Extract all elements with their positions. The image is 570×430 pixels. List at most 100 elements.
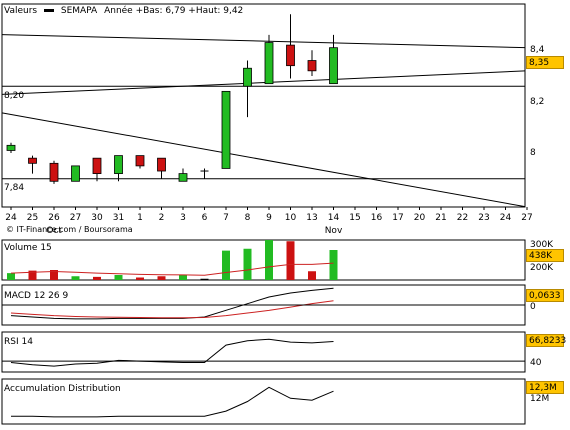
volume-bar: [265, 240, 273, 280]
x-tick-label: 9: [266, 213, 272, 223]
trend-line: [1, 34, 526, 49]
stock-name: SEMAPA: [60, 6, 98, 16]
volume-bar: [93, 276, 101, 280]
ad-ytick: 12M: [530, 394, 550, 404]
x-tick-label: 22: [457, 213, 468, 223]
price-ytick: 8,4: [530, 45, 545, 55]
candle-body: [49, 162, 59, 182]
x-tick-label: 16: [371, 213, 383, 223]
volume-bar: [157, 276, 166, 280]
candle: [157, 157, 166, 179]
x-tick-label: 14: [328, 213, 340, 223]
candle: [6, 142, 16, 154]
volume-moving-average: [10, 262, 334, 276]
volume-bar: [243, 248, 252, 280]
x-tick-label: 1: [137, 213, 143, 223]
volume-bar: [136, 277, 144, 280]
trend-line: [1, 70, 526, 95]
left-label-upper: 8,20: [4, 91, 25, 101]
volume-bar: [308, 271, 316, 280]
volume-panel-frame: [1, 239, 526, 281]
volume-bar: [222, 250, 230, 280]
macd-panel-title: MACD 12 26 9: [4, 291, 69, 301]
x-tick-label: 25: [27, 213, 38, 223]
x-tick-label: 2: [159, 213, 165, 223]
volume-bar: [50, 270, 58, 280]
x-tick-label: 8: [245, 213, 251, 223]
legend-swatch: [43, 9, 54, 12]
ad-panel-frame: [1, 378, 526, 425]
candle: [329, 34, 338, 85]
rsi-value-badge: 66,8233: [526, 334, 566, 347]
candle: [178, 168, 188, 182]
x-tick-label: 21: [435, 213, 446, 223]
ad-panel-title: Accumulation Distribution: [4, 384, 121, 394]
price-panel-frame: [1, 3, 526, 208]
price-ytick: 8,2: [530, 97, 545, 107]
candle: [286, 14, 295, 79]
x-tick-label: 10: [285, 213, 297, 223]
x-tick-label: 24: [500, 213, 512, 223]
x-tick-label: 26: [48, 213, 60, 223]
volume-bar: [286, 241, 295, 280]
candle: [92, 157, 102, 182]
year-range: Année +Bas: 6,79 +Haut: 9,42: [104, 6, 244, 16]
x-tick-label: 23: [478, 213, 489, 223]
candle-body: [71, 165, 80, 182]
macd-ytick: 0: [530, 302, 536, 312]
volume-bar: [7, 273, 15, 280]
rsi-ytick: 40: [530, 358, 542, 368]
volume-ytick: 300K: [530, 240, 554, 250]
candle: [49, 160, 59, 184]
candle-body: [307, 60, 317, 72]
chart-header: Valeurs SEMAPA Année +Bas: 6,79 +Haut: 9…: [4, 6, 247, 16]
x-tick-label: 7: [223, 213, 229, 223]
volume-bar: [200, 278, 209, 280]
ad-series-line: [11, 386, 334, 418]
x-tick-label: 27: [521, 213, 532, 223]
candle-body: [135, 155, 145, 167]
x-tick-label: 20: [414, 213, 426, 223]
price-value-badge: 8,35: [526, 56, 564, 69]
candle: [114, 155, 123, 182]
x-tick-label: 17: [392, 213, 403, 223]
candle: [243, 60, 252, 118]
macd-value-badge: 0,0633: [526, 289, 564, 302]
candle: [71, 165, 80, 182]
x-tick-label: 31: [113, 213, 124, 223]
month-label: Nov: [325, 226, 343, 236]
x-tick-label: 3: [180, 213, 186, 223]
candle-body: [264, 42, 274, 85]
volume-bar: [71, 276, 80, 280]
candle-body: [221, 90, 231, 169]
volume-value-badge: 438K: [526, 249, 564, 262]
month-label: Oct: [46, 226, 62, 236]
candle-body: [114, 155, 123, 174]
x-tick-label: 6: [202, 213, 208, 223]
source-credit: © IT-Finance.com / Boursorama: [6, 225, 133, 234]
volume-panel-title: Volume 15: [4, 243, 52, 253]
candle: [135, 155, 145, 169]
candle-body: [286, 44, 295, 67]
volume-bar: [114, 275, 123, 280]
x-tick-label: 13: [306, 213, 317, 223]
candle: [264, 34, 274, 85]
volume-bar: [179, 275, 187, 280]
volume-ytick: 200K: [530, 263, 554, 273]
macd-series-line: [10, 300, 334, 319]
values-label: Valeurs: [4, 6, 38, 16]
candle: [307, 50, 317, 76]
ad-value-badge: 12,3M: [526, 381, 564, 394]
x-tick-label: 24: [5, 213, 17, 223]
left-label-lower: 7,84: [4, 183, 25, 193]
macd-series-line: [10, 287, 334, 320]
candle-body: [28, 157, 37, 164]
rsi-series-line: [10, 338, 334, 367]
candle-body: [157, 157, 166, 172]
x-tick-label: 30: [91, 213, 103, 223]
trend-line: [1, 112, 526, 208]
price-ytick: 8: [530, 148, 536, 158]
rsi-panel-title: RSI 14: [4, 337, 33, 347]
